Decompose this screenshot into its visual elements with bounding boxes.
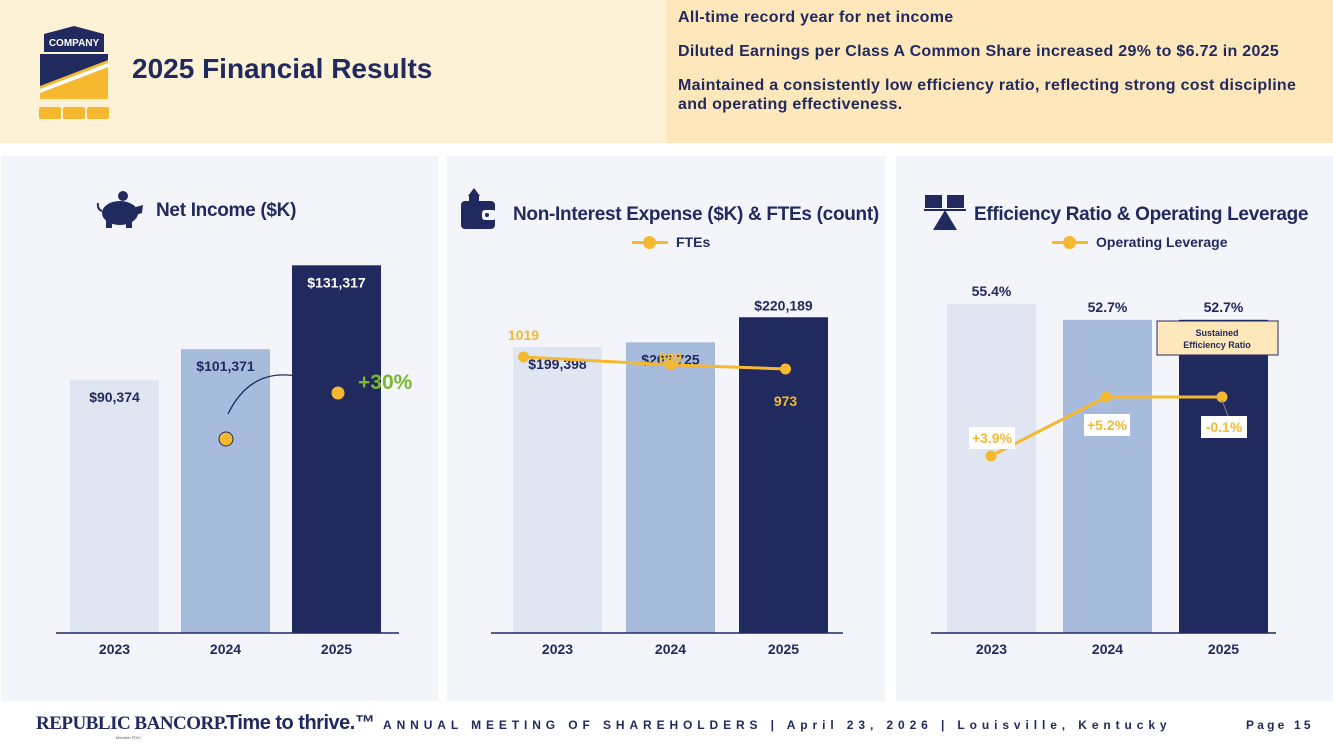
x-tick-label: 2024 xyxy=(210,641,241,657)
bar xyxy=(292,265,381,633)
x-tick-label: 2025 xyxy=(768,641,799,657)
operating-leverage-label: +5.2% xyxy=(1087,417,1128,433)
fdic-note: Member FDIC xyxy=(116,735,142,740)
bar xyxy=(1179,319,1268,633)
ftes-label: 1019 xyxy=(508,327,539,343)
data-label: $220,189 xyxy=(754,297,813,313)
meeting-info: ANNUAL MEETING OF SHAREHOLDERS | April 2… xyxy=(383,718,1172,732)
legend-line-marker xyxy=(632,235,668,249)
highlight-3: Maintained a consistently low efficiency… xyxy=(678,77,1297,113)
growth-marker-dot xyxy=(218,431,234,447)
label-leader-line xyxy=(1221,399,1229,417)
callout-text: Efficiency Ratio xyxy=(1183,340,1251,350)
operating-leverage-label-bg xyxy=(1084,414,1130,436)
operating-leverage-label-bg xyxy=(969,427,1015,449)
expense-title: Non-Interest Expense ($K) & FTEs (count) xyxy=(513,204,879,225)
bar xyxy=(513,347,602,633)
x-tick-label: 2025 xyxy=(1208,641,1239,657)
x-tick-label: 2023 xyxy=(976,641,1007,657)
footer: REPUBLIC BANCORP. Member FDIC Time to th… xyxy=(0,703,1333,749)
net-income-title: Net Income ($K) xyxy=(156,200,297,221)
highlights-box: All-time record year for net income Dilu… xyxy=(666,0,1333,143)
efficiency-chart: 2023 2024 2025 55.4% 52.7% 52.7% +3.9% +5.2% -0.… xyxy=(931,283,1279,657)
callout-box xyxy=(1156,320,1279,356)
growth-annotation: +30% xyxy=(358,371,413,394)
ftes-legend-label: FTEs xyxy=(676,234,711,250)
x-tick-label: 2025 xyxy=(321,641,352,657)
operating-leverage-point xyxy=(1216,391,1228,403)
expense-chart: 2023 2024 2025$199,398 $202,725$220,1891019… xyxy=(491,297,843,657)
operating-leverage-label-bg xyxy=(1201,416,1247,438)
highlight-1: All-time record year for net income xyxy=(678,9,954,26)
x-tick-label: 2024 xyxy=(1092,641,1123,657)
data-label: 52.7% xyxy=(1204,299,1244,315)
ftes-point xyxy=(518,351,529,363)
data-label: $90,374 xyxy=(89,389,140,405)
net-income-chart: 2023 2024 2025 $90,374 $101,371 $131,317 +30% xyxy=(56,265,413,657)
efficiency-panel: Efficiency Ratio & Operating Leverage Op… xyxy=(896,156,1333,701)
ftes-label: 973 xyxy=(774,393,798,409)
ftes-legend: FTEs xyxy=(632,234,710,250)
efficiency-title: Efficiency Ratio & Operating Leverage xyxy=(974,204,1309,225)
data-label: $131,317 xyxy=(307,274,366,290)
operating-leverage-legend-label: Operating Leverage xyxy=(1096,234,1228,250)
operating-leverage-point xyxy=(1100,391,1112,403)
x-tick-label: 2023 xyxy=(542,641,573,657)
operating-leverage-legend: Operating Leverage xyxy=(1052,234,1228,250)
x-tick-label: 2023 xyxy=(99,641,130,657)
header-banner: COMPANY 2025 Financial Results xyxy=(0,0,666,143)
ftes-point xyxy=(780,363,791,375)
piggy-bank-icon xyxy=(96,191,143,228)
callout-text: Sustained xyxy=(1195,328,1238,338)
bar xyxy=(1063,319,1152,633)
page-title: 2025 Financial Results xyxy=(132,53,433,84)
tagline: Time to thrive.™ xyxy=(226,712,375,734)
growth-arrow xyxy=(227,374,324,415)
page-number: Page 15 xyxy=(1246,718,1314,732)
ftes-label: 989 xyxy=(659,350,683,366)
company-logo: COMPANY xyxy=(39,26,109,119)
x-tick-label: 2024 xyxy=(655,641,686,657)
scale-icon xyxy=(924,195,966,230)
data-label: $101,371 xyxy=(196,358,255,374)
net-income-panel: Net Income ($K) 2023 2024 2025 $90,374 $101,… xyxy=(1,156,438,701)
operating-leverage-label: -0.1% xyxy=(1206,419,1243,435)
bar xyxy=(626,342,715,633)
arrow-head-icon xyxy=(317,378,327,389)
expense-panel: Non-Interest Expense ($K) & FTEs (count)… xyxy=(447,156,885,701)
bar xyxy=(181,349,270,633)
ftes-point xyxy=(665,359,676,371)
wallet-icon xyxy=(461,188,496,229)
data-label: 55.4% xyxy=(972,283,1012,299)
operating-leverage-point xyxy=(985,450,997,462)
bar xyxy=(947,303,1036,633)
operating-leverage-label: +3.9% xyxy=(972,430,1013,446)
bar xyxy=(70,379,159,633)
brand-name: REPUBLIC BANCORP. xyxy=(36,713,228,734)
legend-line-marker xyxy=(1052,235,1088,249)
growth-marker-dot xyxy=(330,385,346,401)
logo-text: COMPANY xyxy=(49,38,100,49)
data-label: 52.7% xyxy=(1088,299,1128,315)
highlight-2: Diluted Earnings per Class A Common Shar… xyxy=(678,43,1280,60)
